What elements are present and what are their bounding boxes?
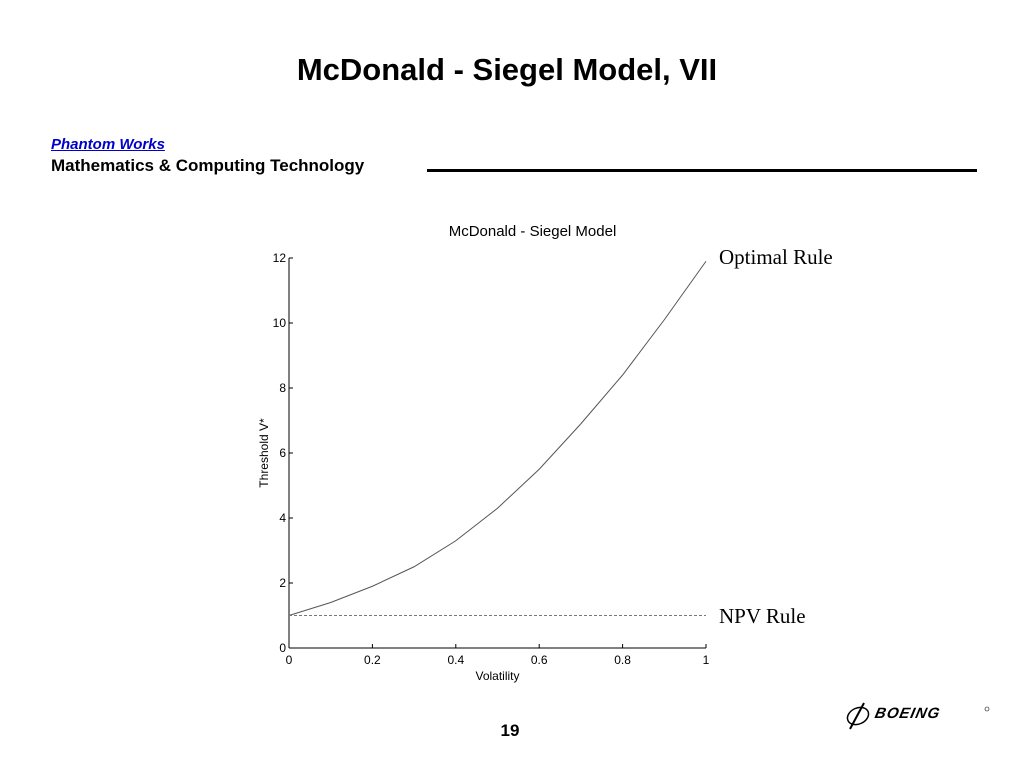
x-tick-group: 0 0.2 0.4 0.6 0.8 1 — [286, 644, 710, 667]
y-tick-label: 0 — [279, 641, 286, 655]
department-name: Mathematics & Computing Technology — [51, 156, 365, 175]
npv-rule-label: NPV Rule — [719, 604, 806, 628]
x-tick-label: 0.4 — [447, 653, 464, 667]
chart-container: McDonald - Siegel Model 0 0.2 0.4 0.6 0.8 1 0… — [240, 210, 720, 695]
x-tick-label: 0 — [286, 653, 293, 667]
y-tick-label: 10 — [273, 316, 287, 330]
x-tick-label: 1 — [703, 653, 710, 667]
y-axis-label: Threshold V* — [257, 418, 271, 488]
slide-title: McDonald - Siegel Model, VII — [296, 52, 718, 87]
brand-name: Phantom Works — [51, 136, 165, 153]
chart-title: McDonald - Siegel Model — [449, 223, 617, 240]
threshold-chart: McDonald - Siegel Model 0 0.2 0.4 0.6 0.8 1 0… — [257, 223, 710, 683]
y-tick-label: 2 — [279, 576, 286, 590]
y-tick-label: 4 — [279, 511, 286, 525]
y-tick-label: 12 — [273, 251, 287, 265]
boeing-logo-icon: BOEING — [846, 702, 990, 730]
x-tick-label: 0.2 — [364, 653, 381, 667]
boeing-logo: BOEING — [842, 700, 992, 734]
optimal-rule-line — [288, 260, 707, 616]
boeing-logo-text: BOEING — [873, 705, 942, 722]
x-axis-label: Volatility — [475, 669, 519, 683]
page-number: 19 — [500, 721, 520, 740]
optimal-rule-label: Optimal Rule — [719, 245, 833, 269]
x-tick-label: 0.8 — [614, 653, 631, 667]
header-rule — [427, 169, 977, 172]
y-tick-label: 8 — [279, 381, 286, 395]
y-tick-label: 6 — [279, 446, 286, 460]
x-tick-label: 0.6 — [531, 653, 548, 667]
y-tick-group: 0 2 4 6 8 10 12 — [273, 251, 293, 655]
